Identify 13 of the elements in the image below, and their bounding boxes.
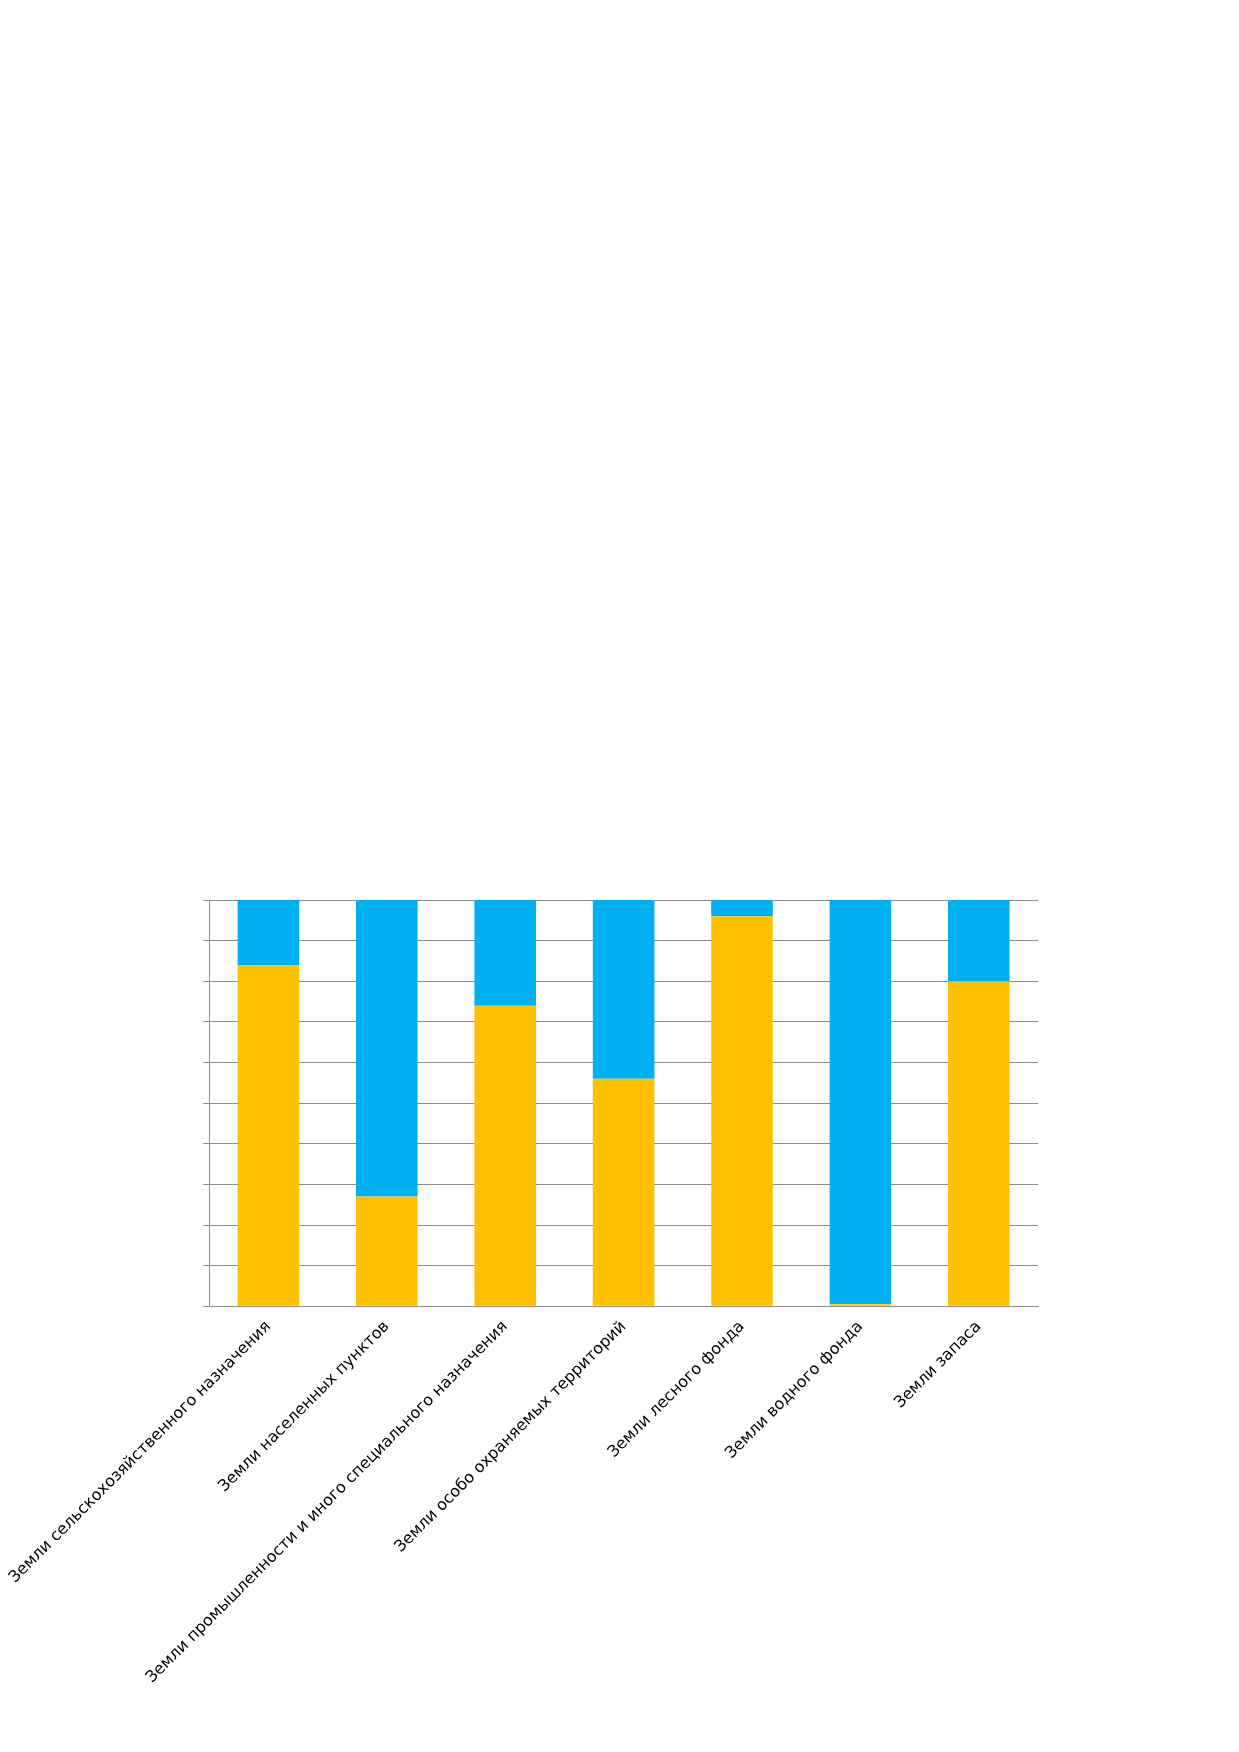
bar xyxy=(829,900,892,1305)
bar xyxy=(356,900,418,1197)
bar xyxy=(948,981,1010,1306)
bar xyxy=(474,900,536,1006)
bar xyxy=(592,1078,655,1306)
bar xyxy=(948,900,1010,982)
bar xyxy=(711,916,773,1306)
bar xyxy=(474,1005,536,1306)
bar xyxy=(356,1196,418,1306)
bar xyxy=(237,965,300,1306)
bar xyxy=(237,900,300,966)
bar xyxy=(592,900,655,1079)
bar xyxy=(711,900,773,917)
